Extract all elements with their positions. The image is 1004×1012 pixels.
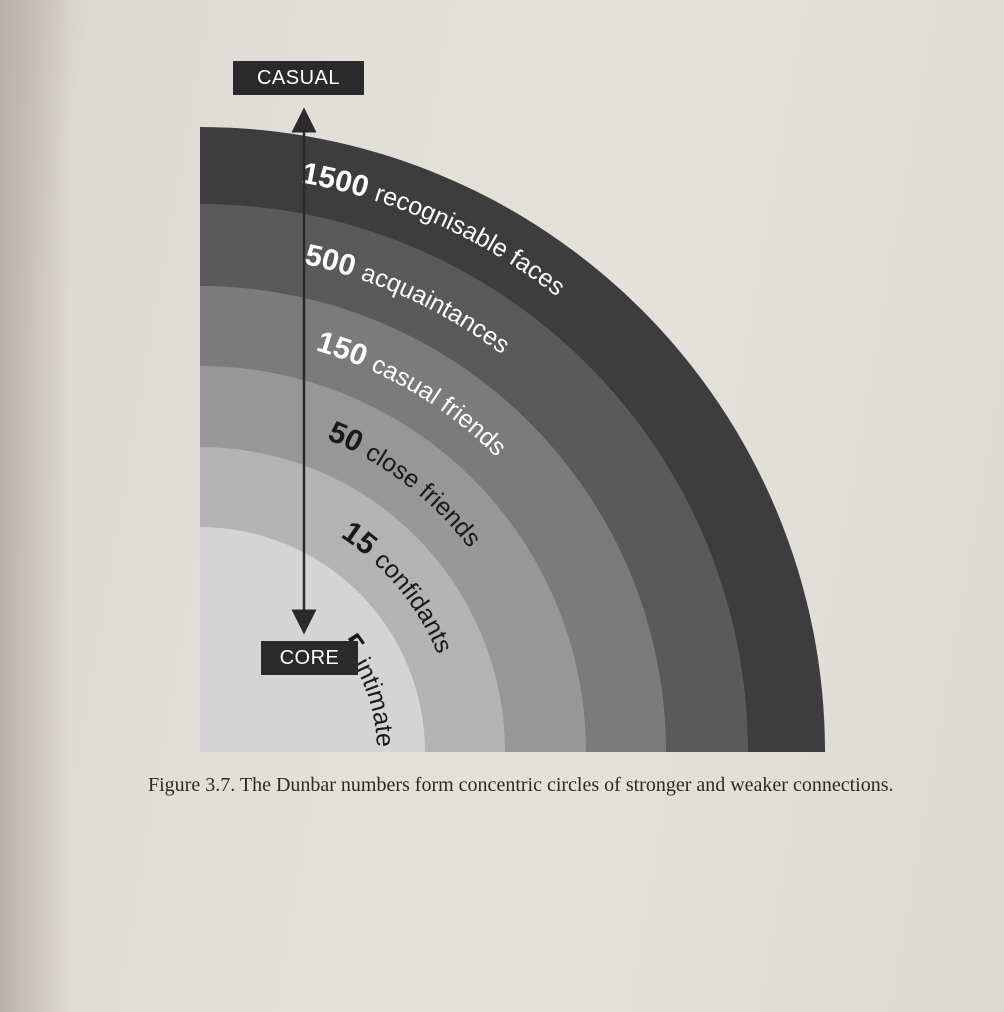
- ring-5: [200, 527, 425, 752]
- figure-caption: Figure 3.7. The Dunbar numbers form conc…: [148, 774, 894, 796]
- casual-label: CASUAL: [233, 61, 364, 95]
- core-label: CORE: [261, 641, 358, 675]
